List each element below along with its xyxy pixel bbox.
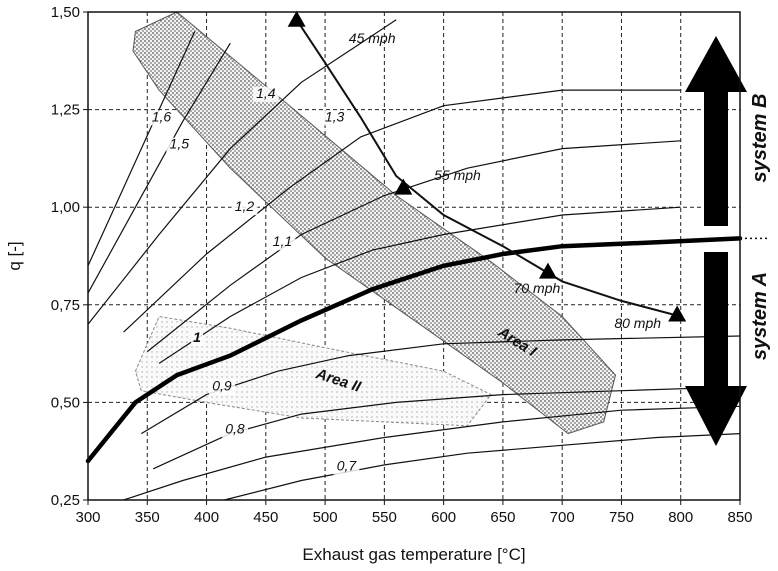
contour-label: 1 [193,329,201,345]
x-tick-label: 800 [668,509,693,526]
y-tick-label: 1,00 [51,199,80,216]
contour-label: 1,5 [170,136,190,152]
system-b-label: system B [749,94,771,183]
y-tick-label: 1,25 [51,102,80,119]
y-tick-label: 1,50 [51,4,80,21]
x-tick-label: 650 [490,509,515,526]
speed-marker [668,305,687,322]
x-tick-label: 550 [372,509,397,526]
contour-line [87,42,231,294]
speed-marker [538,262,557,279]
axis-ticks: 300 350 400 450 500 550 600 650 700 750 800 850 0,25… [51,4,753,526]
contour-label: 0,9 [212,378,232,394]
contour-label: 1,2 [235,198,255,214]
contour-line [140,335,741,435]
speed-curve: 45 mph 55 mph 70 mph 80 mph [287,10,687,331]
area-i-shape [132,11,617,435]
x-tick-label: 750 [609,509,634,526]
plot-frame [87,11,741,501]
contour-label: 1,1 [273,233,292,249]
y-tick-label: 0,25 [51,492,80,509]
contour-line [158,206,681,364]
contour-line [85,236,743,464]
speed-label: 70 mph [514,280,561,296]
x-tick-label: 700 [550,509,575,526]
x-tick-label: 350 [135,509,160,526]
system-a-arrow [685,252,747,446]
x-tick-label: 300 [75,509,100,526]
contour-line [224,433,741,501]
y-axis-title: q [-] [5,241,24,270]
contour-label: 1,3 [325,108,345,124]
system-a-label: system A [749,272,771,360]
y-tick-label: 0,50 [51,394,80,411]
shaded-areas [132,11,617,435]
contour-label: 0,8 [225,421,245,437]
x-tick-label: 600 [431,509,456,526]
contour-line [123,89,681,333]
x-axis-title: Exhaust gas temperature [°C] [302,545,525,564]
speed-line [295,19,681,318]
y-tick-label: 0,75 [51,297,80,314]
speed-label: 80 mph [614,315,661,331]
contour-label: 1,6 [152,108,172,124]
speed-marker [394,178,413,195]
contour-lines [85,19,743,501]
x-tick-label: 500 [313,509,338,526]
contour-line [87,19,397,325]
speed-marker [287,10,306,27]
x-tick-label: 850 [727,509,752,526]
x-tick-label: 450 [253,509,278,526]
x-tick-label: 400 [194,509,219,526]
system-b-arrow [685,36,747,226]
contour-label: 0,7 [337,458,358,474]
speed-label: 45 mph [349,30,396,46]
system-arrows: system B system A [685,36,771,446]
contour-label: 1,4 [256,85,276,101]
area-ii-shape [134,315,492,427]
contour-line [123,405,741,501]
contour-line [146,140,681,353]
contour-line [87,31,196,267]
speed-label: 55 mph [434,167,481,183]
